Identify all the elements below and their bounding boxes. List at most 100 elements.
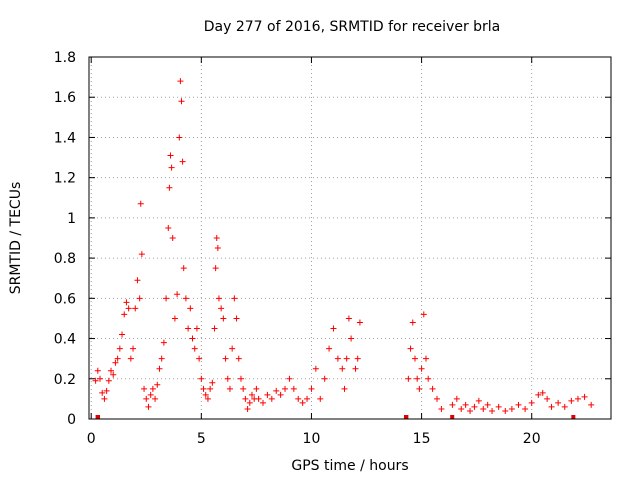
data-point [214, 245, 221, 252]
y-tick-label: 1.8 [54, 50, 76, 66]
baseline-bar [571, 415, 576, 419]
data-point [231, 295, 238, 302]
data-point [312, 365, 319, 372]
data-point [244, 405, 251, 412]
data-point [211, 325, 218, 332]
data-point [196, 355, 203, 362]
data-point [177, 78, 184, 85]
data-point [168, 164, 175, 171]
data-point [233, 315, 240, 322]
data-point [568, 397, 575, 404]
data-point [191, 345, 198, 352]
data-point [339, 365, 346, 372]
data-point [480, 405, 487, 412]
baseline-bar [403, 415, 409, 419]
data-point-layer [92, 78, 595, 414]
data-point [119, 331, 126, 338]
data-point [125, 305, 132, 312]
data-point [282, 385, 289, 392]
data-point [178, 98, 185, 105]
data-point [253, 385, 260, 392]
data-point [555, 399, 562, 406]
data-point [101, 395, 108, 402]
data-point [561, 403, 568, 410]
data-point [286, 375, 293, 382]
data-point [471, 403, 478, 410]
data-point [132, 305, 139, 312]
x-tick-label: 0 [87, 431, 96, 447]
data-point [166, 184, 173, 191]
data-point [277, 391, 284, 398]
data-point [348, 335, 355, 342]
x-tick-label: 5 [197, 431, 206, 447]
x-tick-label: 20 [523, 431, 541, 447]
data-point [248, 391, 255, 398]
data-point [418, 365, 425, 372]
data-point [185, 325, 192, 332]
baseline-bar [450, 415, 455, 419]
data-point [207, 385, 214, 392]
data-point [213, 235, 220, 241]
data-point [116, 345, 123, 352]
data-point [449, 401, 456, 408]
data-point [405, 375, 412, 382]
data-point [127, 355, 134, 362]
data-point [94, 367, 101, 374]
x-tick-label: 15 [413, 431, 431, 447]
data-point [154, 381, 161, 388]
data-point [204, 395, 211, 402]
data-point [462, 401, 469, 408]
data-point [209, 379, 216, 386]
tick-label-layer: 0 0.2 0.4 0.6 0.8 1 1.2 1.4 1.6 1.8 0 5 10 15 20 [54, 50, 541, 447]
data-point [182, 295, 189, 302]
data-point [434, 395, 440, 402]
y-tick-label: 1.2 [54, 171, 76, 187]
data-point [260, 399, 266, 406]
data-point [304, 395, 311, 402]
data-point [167, 152, 174, 159]
y-tick-label: 1 [67, 211, 76, 227]
data-point [246, 399, 253, 406]
x-axis-title: GPS time / hours [291, 458, 408, 474]
data-point [495, 403, 502, 410]
data-point [165, 224, 172, 231]
data-point [121, 311, 128, 318]
data-point [163, 295, 170, 302]
data-point [237, 375, 244, 382]
data-point [158, 355, 165, 362]
data-point [215, 295, 222, 302]
data-point [308, 385, 315, 392]
data-point [103, 387, 110, 394]
y-tick-label: 0.8 [54, 251, 76, 267]
data-point [220, 315, 227, 322]
data-point [502, 407, 509, 414]
data-point [341, 385, 348, 392]
data-point [145, 403, 152, 410]
data-point [130, 345, 137, 352]
data-point [143, 395, 150, 402]
data-point [581, 393, 588, 400]
data-point [141, 385, 148, 392]
data-point [187, 305, 194, 312]
data-point [240, 385, 247, 392]
data-point [179, 158, 186, 165]
data-point [515, 401, 522, 408]
data-point [544, 395, 551, 402]
data-point [198, 375, 205, 382]
y-tick-label: 0.6 [54, 291, 76, 307]
data-point [453, 395, 460, 402]
data-point [420, 311, 427, 318]
data-point [268, 395, 275, 402]
data-point [134, 277, 141, 284]
data-point [123, 299, 130, 306]
data-point [458, 405, 465, 412]
data-point [147, 391, 154, 398]
data-point [169, 235, 176, 241]
data-point [352, 365, 359, 372]
data-point [548, 403, 555, 410]
data-point [528, 399, 535, 406]
data-point [588, 401, 595, 408]
data-point [321, 375, 328, 382]
data-point [429, 385, 436, 392]
